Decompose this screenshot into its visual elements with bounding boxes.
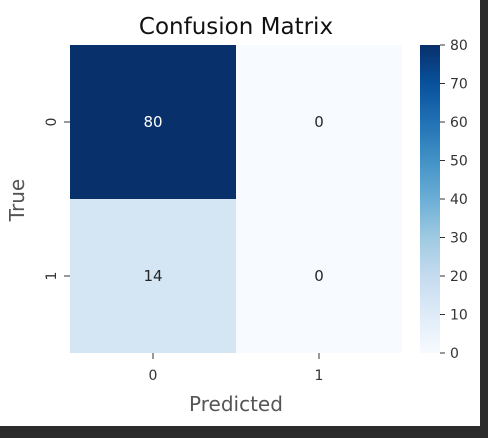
heatmap-cells: 80 0 14 0	[70, 45, 402, 353]
colorbar: 0 10 20 30 40 50 60 70 80	[420, 38, 468, 362]
heatmap-axes: 0 1 0 1	[44, 118, 323, 384]
heatmap-cell-1-0	[70, 199, 236, 353]
heatmap-cell-label-1-1: 0	[314, 267, 324, 285]
chart-figure: Confusion Matrix True Predicted 80 0 14 0 0…	[0, 0, 480, 426]
x-tick-label-1: 1	[315, 368, 324, 384]
colorbar-tick-label-3: 30	[450, 231, 468, 247]
heatmap-cell-label-0-0: 80	[143, 113, 162, 131]
colorbar-tick-label-2: 20	[450, 269, 468, 285]
colorbar-tick-label-6: 60	[450, 115, 468, 131]
colorbar-tick-label-0: 0	[450, 346, 459, 362]
colorbar-tick-label-1: 10	[450, 308, 468, 324]
x-axis-label: Predicted	[189, 392, 283, 416]
colorbar-gradient	[420, 45, 440, 353]
colorbar-tick-label-8: 80	[450, 38, 468, 54]
heatmap-cell-label-0-1: 0	[314, 113, 324, 131]
colorbar-tick-label-4: 40	[450, 192, 468, 208]
chart-canvas: Confusion Matrix True Predicted 80 014 0 0…	[5, 14, 468, 416]
heatmap-cell-0-0	[70, 45, 236, 199]
y-tick-label-0: 0	[44, 118, 60, 127]
heatmap-cell-1-1	[236, 199, 402, 353]
chart-title: Confusion Matrix	[139, 14, 333, 40]
x-tick-label-0: 0	[149, 368, 158, 384]
heatmap-cell-0-1	[236, 45, 402, 199]
y-tick-label-1: 1	[44, 272, 60, 281]
heatmap-cell-label-1-0: 14	[143, 267, 162, 285]
colorbar-tick-label-5: 50	[450, 154, 468, 170]
y-axis-label: True	[5, 179, 29, 222]
colorbar-tick-label-7: 70	[450, 77, 468, 93]
